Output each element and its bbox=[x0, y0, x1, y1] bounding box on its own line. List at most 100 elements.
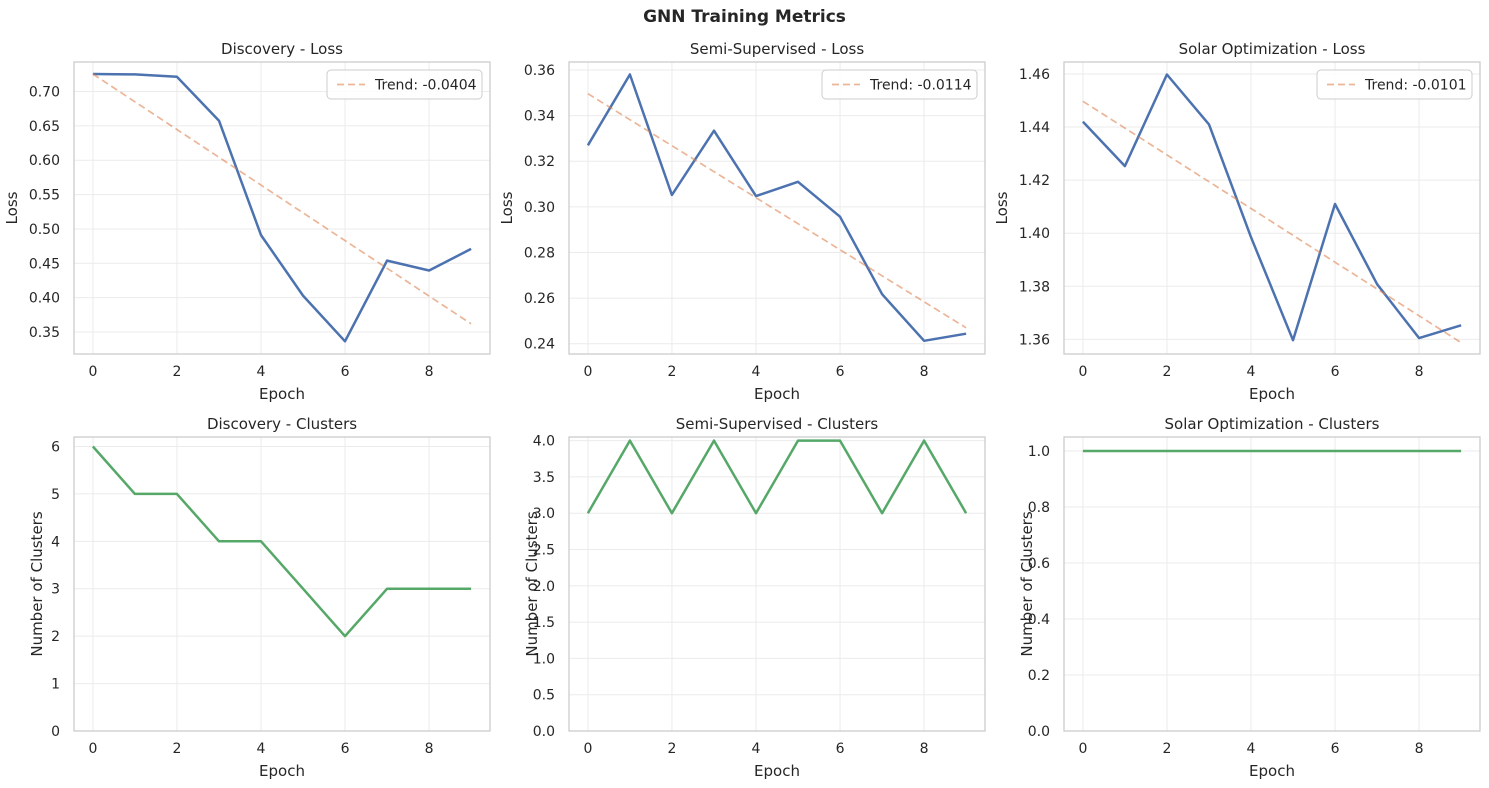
legend-box bbox=[821, 69, 978, 100]
axes-frame bbox=[73, 436, 491, 732]
x-tick-label: 4 bbox=[752, 364, 761, 380]
x-tick-label: 4 bbox=[752, 741, 761, 757]
y-tick-label: 0.5 bbox=[533, 688, 555, 704]
legend: Trend: -0.0101 bbox=[1316, 69, 1473, 100]
y-axis-label: Loss bbox=[498, 191, 516, 224]
x-axis-label: Epoch bbox=[1249, 385, 1295, 403]
x-tick-label: 8 bbox=[920, 741, 929, 757]
x-axis-label: Epoch bbox=[754, 385, 800, 403]
series-line bbox=[586, 73, 967, 343]
y-axis-label: Number of Clusters bbox=[28, 511, 46, 656]
y-tick-label: 0.2 bbox=[1028, 668, 1050, 684]
legend-box bbox=[326, 69, 483, 100]
y-tick-label: 0.0 bbox=[533, 724, 555, 740]
subplot-title: Discovery - Loss bbox=[221, 40, 343, 58]
axes-frame bbox=[568, 61, 986, 355]
y-tick-label: 0.50 bbox=[29, 222, 60, 238]
y-tick-label: 1.0 bbox=[1028, 444, 1050, 460]
y-tick-label: 2 bbox=[51, 629, 60, 645]
x-tick-label: 2 bbox=[172, 364, 181, 380]
axes-frame bbox=[568, 436, 986, 732]
y-tick-label: 0.35 bbox=[29, 325, 60, 341]
y-tick-label: 3.5 bbox=[533, 470, 555, 486]
y-tick-label: 0.8 bbox=[1028, 500, 1050, 516]
x-axis-label: Epoch bbox=[754, 762, 800, 780]
trend-line bbox=[587, 92, 967, 329]
y-tick-label: 0.36 bbox=[524, 63, 555, 79]
y-tick-label: 0.70 bbox=[29, 85, 60, 101]
x-axis-label: Epoch bbox=[1249, 762, 1295, 780]
subplot-4: 0 2 4 6 8 0 1 2 3 4 5 6 Discovery - Clusters Epoch Num… bbox=[28, 415, 491, 780]
y-tick-label: 1.5 bbox=[533, 615, 555, 631]
subplot-2: 0 2 4 6 8 0.24 0.26 0.28 0.30 0.32 0.34 0.36 Semi-Su… bbox=[498, 40, 986, 403]
x-tick-label: 2 bbox=[172, 741, 181, 757]
x-tick-label: 2 bbox=[667, 364, 676, 380]
x-tick-label: 4 bbox=[1247, 364, 1256, 380]
x-tick-label: 0 bbox=[1078, 741, 1087, 757]
y-tick-label: 1 bbox=[51, 677, 60, 693]
y-tick-label: 2.5 bbox=[533, 543, 555, 559]
y-axis-label: Loss bbox=[3, 191, 21, 224]
x-tick-label: 6 bbox=[1331, 364, 1340, 380]
x-tick-label: 0 bbox=[583, 364, 592, 380]
y-tick-label: 1.42 bbox=[1019, 173, 1050, 189]
subplot-3: 0 2 4 6 8 1.36 1.38 1.40 1.42 1.44 1.46 Solar Optim… bbox=[993, 40, 1481, 403]
y-tick-label: 0 bbox=[51, 724, 60, 740]
x-axis-label: Epoch bbox=[259, 385, 305, 403]
x-tick-label: 4 bbox=[257, 741, 266, 757]
series-line bbox=[91, 445, 472, 638]
trend-line bbox=[1082, 100, 1462, 344]
axes-frame bbox=[1063, 61, 1481, 355]
y-tick-label: 0.55 bbox=[29, 188, 60, 204]
y-tick-label: 0.32 bbox=[524, 154, 555, 170]
subplot-title: Solar Optimization - Clusters bbox=[1165, 415, 1380, 433]
y-tick-label: 4.0 bbox=[533, 434, 555, 450]
x-tick-label: 8 bbox=[425, 364, 434, 380]
y-tick-label: 0.30 bbox=[524, 200, 555, 216]
y-tick-label: 3 bbox=[51, 582, 60, 598]
y-tick-label: 0.4 bbox=[1028, 612, 1050, 628]
y-tick-label: 0.24 bbox=[524, 337, 555, 353]
subplot-1: 0 2 4 6 8 0.35 0.40 0.45 0.50 0.55 0.60 0.65 0.70 Dis… bbox=[3, 40, 491, 403]
x-tick-label: 8 bbox=[425, 741, 434, 757]
legend-label: Trend: -0.0114 bbox=[869, 78, 972, 94]
series-line bbox=[586, 439, 968, 515]
x-tick-label: 4 bbox=[1247, 741, 1256, 757]
series-line bbox=[92, 72, 472, 343]
legend: Trend: -0.0404 bbox=[326, 69, 483, 100]
x-tick-label: 0 bbox=[88, 364, 97, 380]
x-tick-label: 0 bbox=[88, 741, 97, 757]
y-axis-label: Number of Clusters bbox=[523, 511, 541, 656]
x-tick-label: 8 bbox=[1415, 364, 1424, 380]
x-tick-label: 2 bbox=[1162, 364, 1171, 380]
axes-frame bbox=[73, 61, 491, 355]
x-tick-label: 8 bbox=[920, 364, 929, 380]
legend-label: Trend: -0.0404 bbox=[374, 78, 477, 94]
x-axis-label: Epoch bbox=[259, 762, 305, 780]
y-tick-label: 0.45 bbox=[29, 256, 60, 272]
legend: Trend: -0.0114 bbox=[821, 69, 978, 100]
y-tick-label: 3.0 bbox=[533, 506, 555, 522]
y-tick-label: 0.0 bbox=[1028, 724, 1050, 740]
y-tick-label: 1.44 bbox=[1019, 120, 1050, 136]
y-tick-label: 0.34 bbox=[524, 109, 555, 125]
legend-box bbox=[1316, 69, 1473, 100]
x-tick-label: 0 bbox=[1078, 364, 1087, 380]
subplot-title: Solar Optimization - Loss bbox=[1179, 40, 1366, 58]
subplot-5: 0 2 4 6 8 0.0 0.5 1.0 1.5 2.0 2.5 3.0 3.5 4.0 Semi-Sup… bbox=[523, 415, 986, 780]
x-tick-label: 8 bbox=[1415, 741, 1424, 757]
trend-line bbox=[92, 73, 472, 325]
y-tick-label: 1.46 bbox=[1019, 67, 1050, 83]
y-tick-label: 4 bbox=[51, 534, 60, 550]
x-tick-label: 6 bbox=[836, 741, 845, 757]
x-tick-label: 2 bbox=[1162, 741, 1171, 757]
y-tick-label: 0.26 bbox=[524, 291, 555, 307]
x-tick-label: 6 bbox=[836, 364, 845, 380]
y-tick-label: 1.0 bbox=[533, 651, 555, 667]
x-tick-label: 4 bbox=[257, 364, 266, 380]
y-tick-label: 0.65 bbox=[29, 119, 60, 135]
y-tick-label: 0.60 bbox=[29, 153, 60, 169]
x-tick-label: 0 bbox=[583, 741, 592, 757]
y-axis-label: Loss bbox=[993, 191, 1011, 224]
